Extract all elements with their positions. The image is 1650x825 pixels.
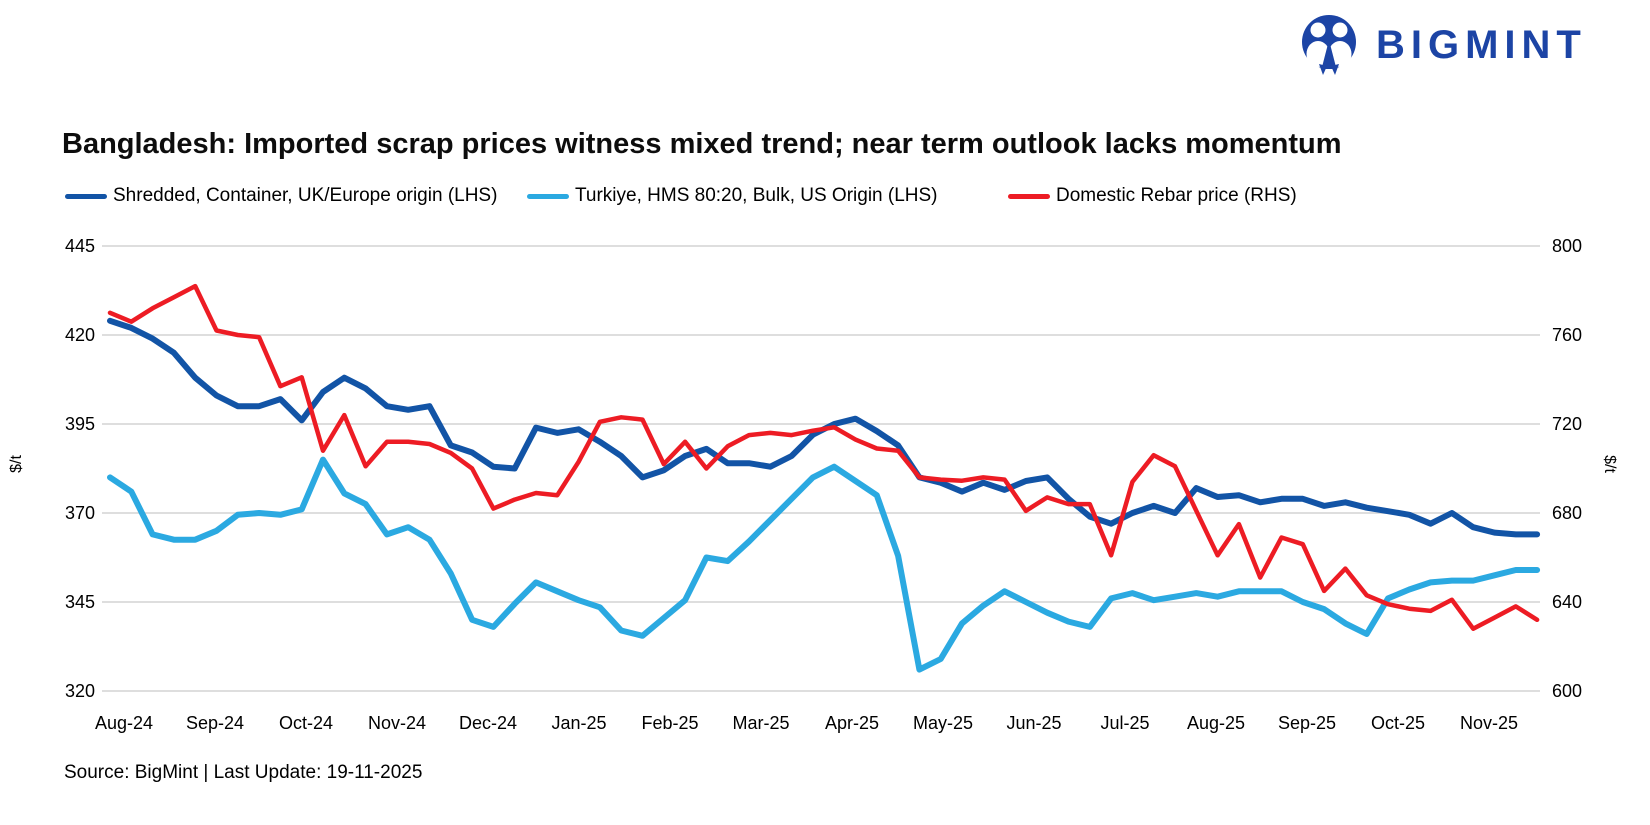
x-tick: Nov-25	[1459, 713, 1519, 733]
series-line-turkiye	[107, 456, 1541, 673]
y-tick-right: 680	[1552, 503, 1583, 523]
series-line-rebar	[107, 283, 1540, 631]
x-tick: Aug-24	[94, 713, 154, 733]
y-tick-left: 370	[64, 503, 95, 523]
x-tick: Sep-25	[1277, 713, 1337, 733]
legend-item-shredded: Shredded, Container, UK/Europe origin (L…	[65, 184, 497, 208]
x-tick: Feb-25	[641, 713, 699, 733]
x-tick: Oct-24	[278, 713, 334, 733]
y-axis-right-title: $/t	[1600, 455, 1618, 473]
y-tick-right: 720	[1552, 414, 1583, 434]
legend-item-rebar: Domestic Rebar price (RHS)	[1008, 184, 1297, 208]
page-title: Bangladesh: Imported scrap prices witnes…	[62, 128, 1342, 160]
source-note: Source: BigMint | Last Update: 19-11-202…	[64, 762, 423, 783]
bigmint-logo-icon	[1302, 15, 1356, 75]
x-tick: Dec-24	[458, 713, 518, 733]
legend-item-turkiye: Turkiye, HMS 80:20, Bulk, US Origin (LHS…	[527, 184, 938, 208]
y-tick-left: 395	[64, 414, 95, 434]
y-tick-left: 420	[64, 325, 95, 345]
x-tick: Jun-25	[1006, 713, 1062, 733]
x-tick: Nov-24	[367, 713, 427, 733]
x-tick: Jul-25	[1100, 713, 1150, 733]
y-tick-right: 640	[1552, 592, 1583, 612]
x-tick: Jan-25	[551, 713, 607, 733]
x-tick: Sep-24	[185, 713, 245, 733]
y-tick-right: 800	[1552, 236, 1583, 256]
plot-svg	[102, 245, 1541, 692]
legend-swatch-rebar-icon	[1008, 193, 1050, 199]
legend-label-shredded: Shredded, Container, UK/Europe origin (L…	[113, 185, 498, 206]
y-tick-right: 760	[1552, 325, 1583, 345]
y-tick-left: 445	[64, 236, 95, 256]
x-tick: Oct-25	[1370, 713, 1426, 733]
x-tick: Aug-25	[1186, 713, 1246, 733]
x-tick: Apr-25	[824, 713, 880, 733]
y-tick-right: 600	[1552, 681, 1583, 701]
y-tick-left: 320	[64, 681, 95, 701]
legend-swatch-shredded-icon	[65, 193, 107, 199]
bigmint-logo: BIGMINT	[1298, 14, 1587, 76]
bigmint-logo-text: BIGMINT	[1376, 22, 1587, 67]
x-tick: Mar-25	[732, 713, 790, 733]
y-tick-left: 345	[64, 592, 95, 612]
legend-label-turkiye: Turkiye, HMS 80:20, Bulk, US Origin (LHS…	[575, 185, 938, 206]
x-tick: May-25	[912, 713, 974, 733]
y-axis-left-title: $/t	[7, 455, 25, 473]
legend-swatch-turkiye-icon	[527, 193, 569, 199]
legend-label-rebar: Domestic Rebar price (RHS)	[1056, 185, 1297, 206]
